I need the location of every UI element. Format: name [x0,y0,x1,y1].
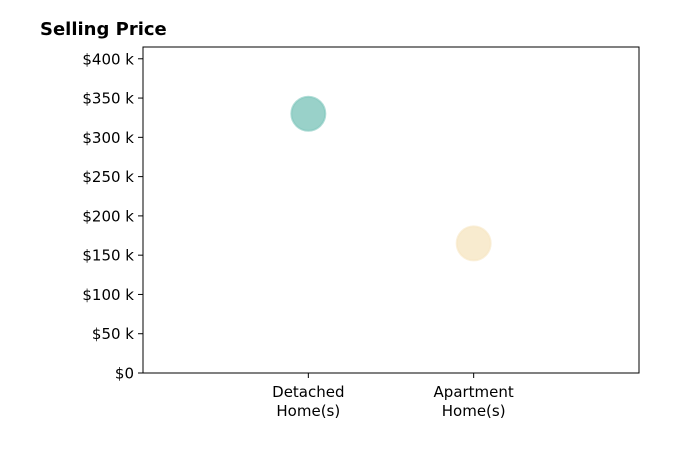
y-axis: $0 $50 k $100 k $150 k $200 k $250 k $300 k $35… [82,50,143,383]
data-point [455,225,492,262]
y-tick-label: $200 k [82,207,134,225]
x-tick-label: Apartment Home(s) [434,383,514,420]
plot-area-frame [142,46,640,374]
y-tick-label: $0 [115,365,134,383]
y-tick-label: $350 k [82,90,134,108]
x-axis: Detached Home(s) Apartment Home(s) [272,373,514,420]
chart-title: Selling Price [40,19,167,40]
y-tick-label: $400 k [82,50,134,68]
data-points [290,95,492,262]
y-tick-label: $300 k [82,129,134,147]
y-tick-label: $250 k [82,168,134,186]
x-tick-label: Detached Home(s) [272,383,344,420]
y-tick-label: $150 k [82,247,134,265]
data-point [290,95,327,132]
y-tick-label: $50 k [92,325,134,343]
y-tick-label: $100 k [82,286,134,304]
